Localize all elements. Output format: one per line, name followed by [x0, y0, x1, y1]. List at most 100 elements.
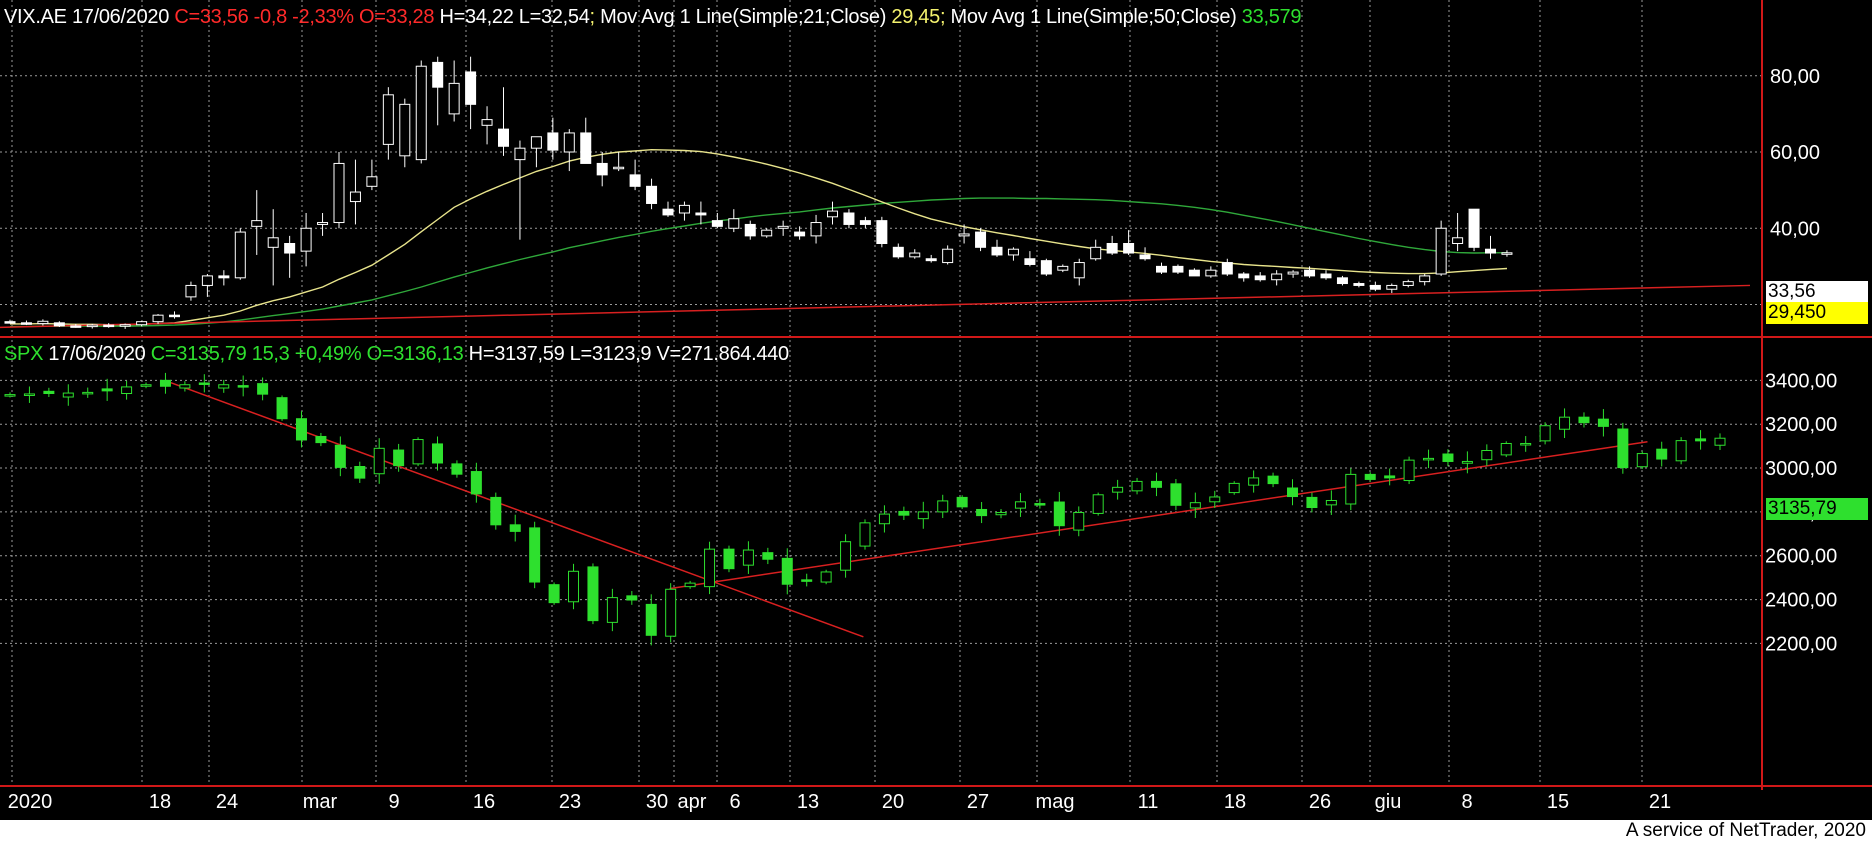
spx-candle-body: [1539, 425, 1551, 442]
vix-candle-body: [498, 128, 509, 147]
spx-candle-body: [820, 571, 832, 583]
spx-candle-body: [878, 513, 890, 525]
vix-candle-body: [1336, 277, 1348, 285]
spx-candle-body: [101, 388, 113, 392]
vix-candle-body: [1468, 208, 1480, 248]
vix-candle-body: [1073, 262, 1085, 279]
x-tick-label: 6: [729, 791, 740, 813]
spx-candle-body: [432, 443, 443, 464]
vix-candle-body: [1386, 284, 1398, 290]
vix-candle-body: [1452, 237, 1464, 244]
vix-candle-body: [201, 275, 213, 286]
spx-candle-body: [1500, 442, 1512, 456]
vix-candle-body: [859, 220, 871, 225]
vix-candle-body: [185, 284, 197, 298]
vix-candle-body: [991, 246, 1003, 256]
vix-candle-body: [70, 325, 82, 328]
spx-candle-body: [665, 588, 677, 637]
vix-candle-body: [662, 208, 674, 216]
vix-candle-body: [1090, 246, 1102, 260]
spx-candle-body: [276, 397, 288, 420]
vix-candle-body: [1254, 275, 1266, 281]
spx-candle-body: [1112, 486, 1124, 493]
vix-candle-body: [169, 314, 180, 318]
vix-candle-body: [843, 212, 855, 225]
y-axis-ticks: 80,0060,0040,0020,003400,003200,003000,0…: [1765, 66, 1837, 656]
x-tick-label: 16: [473, 791, 495, 813]
spx-candle-body: [179, 384, 191, 389]
spx-candle-body: [373, 447, 385, 475]
vix-candle-body: [448, 82, 460, 115]
spx-y-tick-label: 3200,00: [1765, 414, 1837, 436]
vix-candle-body: [925, 258, 937, 262]
vix-candle-body: [514, 147, 526, 161]
x-tick-label: 21: [1649, 791, 1671, 813]
spx-candle-body: [1306, 496, 1318, 508]
spx-candle-body: [1695, 438, 1707, 442]
x-tick-label: 26: [1309, 791, 1331, 813]
vix-candle-body: [958, 233, 970, 237]
spx-candle-body: [723, 548, 735, 570]
vix-candle-body: [613, 166, 625, 170]
vix-candle-body: [761, 229, 773, 237]
spx-candle-body: [4, 394, 16, 397]
vix-candle-body: [1172, 265, 1184, 273]
vix-last-badge: 33,56: [1766, 281, 1868, 303]
spx-candle-body: [684, 582, 696, 588]
spx-candle-body: [1170, 483, 1182, 506]
spx-candle-body: [393, 449, 405, 467]
vix-y-tick-label: 40,00: [1770, 218, 1820, 240]
vix-candle-body: [152, 314, 164, 323]
spx-candle-body: [1481, 450, 1493, 461]
vix-candle-body: [1271, 273, 1283, 281]
x-tick-label: 9: [388, 791, 399, 813]
vix-candle-body: [317, 222, 329, 225]
vix-candle-body: [942, 248, 954, 264]
spx-candle-body: [1578, 416, 1590, 424]
vix-date: 17/06/2020: [71, 6, 170, 28]
spx-candle-body: [1131, 480, 1143, 492]
x-tick-label: 11: [1138, 791, 1159, 813]
vix-candle-body: [794, 231, 806, 237]
vix-ma21-label: Mov Avg 1 Line(Simple;21;Close): [600, 6, 887, 28]
spx-candle-body: [1189, 502, 1201, 509]
spx-candle-body: [451, 463, 463, 475]
vix-candle-body: [218, 275, 230, 279]
vix-ma21-badge: 29,450: [1766, 302, 1868, 324]
spx-candle-body: [1714, 437, 1726, 446]
vix-candle-body: [432, 61, 444, 88]
vix-candle-body: [563, 132, 575, 153]
vix-candle-body: [1123, 243, 1135, 254]
spx-candle-body: [529, 527, 541, 583]
vix-candle-body: [267, 237, 279, 248]
spx-stats-hl: H=3137,59 L=3123,9 V=271.864.440: [468, 343, 789, 365]
vix-candle-body: [4, 321, 16, 324]
x-tick-label: mag: [1036, 791, 1075, 813]
spx-candles: [4, 372, 1726, 646]
spx-candle-body: [1053, 501, 1065, 527]
spx-candle-body: [490, 496, 502, 526]
spx-candle-body: [470, 471, 482, 495]
spx-candle-body: [334, 444, 346, 468]
spx-candle-body: [1345, 473, 1357, 505]
spx-candle-body: [1461, 460, 1473, 464]
x-tick-label: 24: [216, 791, 238, 813]
spx-candle-body: [587, 566, 599, 622]
spx-candle-body: [23, 393, 35, 396]
vix-candle-body: [1040, 260, 1052, 275]
spx-candle-body: [218, 384, 230, 389]
x-tick-label: 2020: [8, 791, 53, 813]
vix-candle-body: [1369, 284, 1381, 290]
vix-candle-body: [1485, 248, 1496, 254]
vix-ma21-path: [10, 148, 1508, 326]
vix-candle-body: [695, 212, 707, 216]
vix-candle-body: [629, 174, 641, 187]
vix-candle-body: [1139, 254, 1151, 260]
vix-candle-body: [20, 322, 32, 325]
vix-candle-body: [1402, 281, 1414, 286]
vix-candle-body: [415, 65, 427, 161]
spx-candle-body: [509, 524, 521, 532]
spx-candle-body: [762, 552, 774, 560]
vix-candle-body: [646, 185, 658, 204]
vix-candle-body: [1188, 269, 1200, 277]
